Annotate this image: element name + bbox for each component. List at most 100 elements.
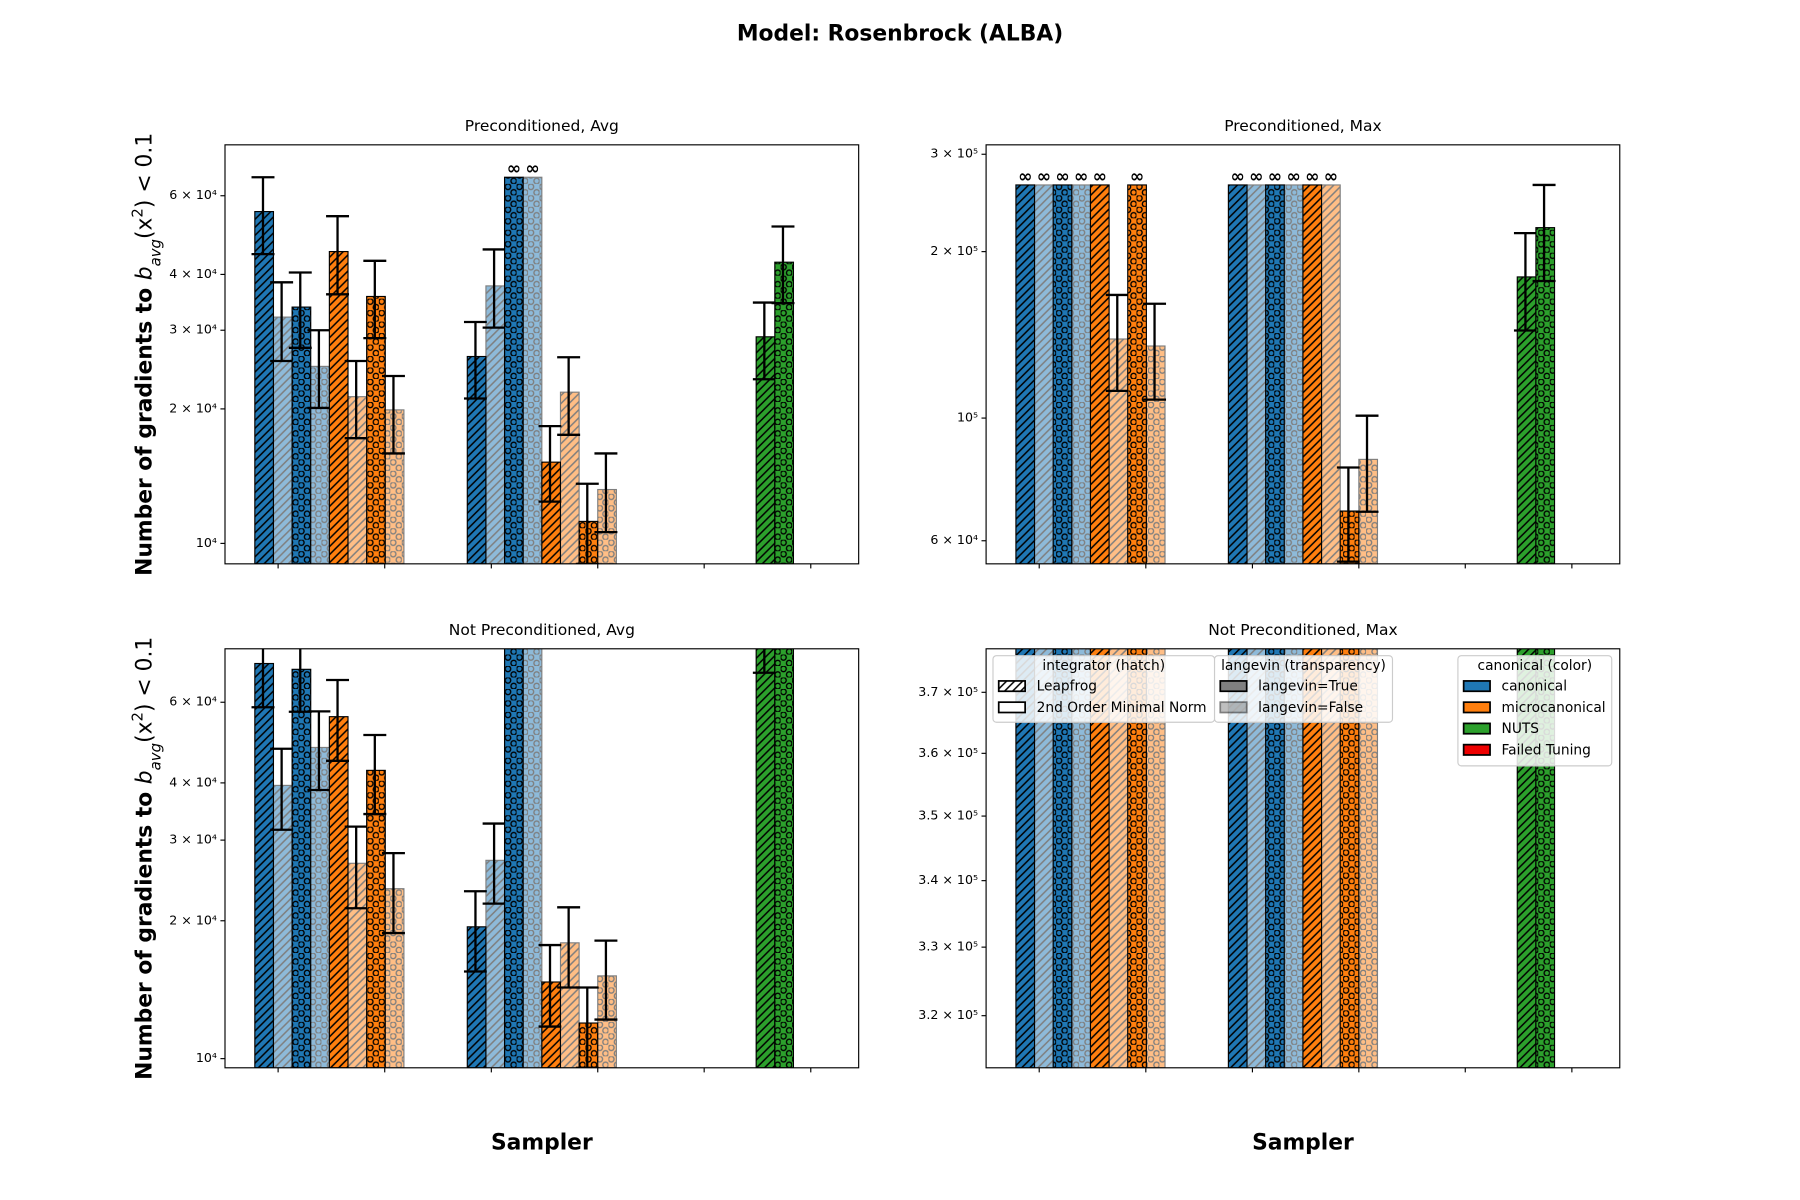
value-label: ∞	[507, 159, 521, 179]
bar-hatch	[292, 307, 311, 564]
bars	[1015, 183, 1556, 564]
bar-hatch	[1228, 648, 1248, 1068]
bar-group	[1320, 184, 1341, 564]
bar-hatch	[541, 462, 561, 564]
y-axis-label: Number of gradients to bavg(x2) < 0.1	[129, 637, 165, 1080]
legend: integrator (hatch) Leapfrog 2nd Order Mini…	[992, 655, 1216, 723]
legend-key	[1462, 722, 1491, 735]
y-axis-label: Number of gradients to bavg(x2) < 0.1	[129, 133, 165, 576]
y-axis-label-part: avg	[147, 743, 165, 770]
bar-group	[1015, 648, 1036, 1068]
legend-label: 2nd Order Minimal Norm	[1037, 700, 1207, 716]
legend-label: canonical	[1502, 679, 1568, 695]
legend-key	[997, 701, 1026, 714]
bar-hatch	[485, 285, 505, 564]
y-axis-label-part: 2	[129, 712, 147, 721]
y-tick-label: 3.5 × 10⁵	[918, 808, 978, 823]
bar-hatch	[1146, 648, 1166, 1068]
y-axis-label-part: (x	[133, 217, 158, 239]
bar-hatch	[348, 863, 367, 1068]
bar-group	[755, 336, 776, 564]
y-tick-label: 10⁴	[196, 1050, 217, 1065]
bar-group	[1516, 648, 1537, 1068]
bar-edge	[1145, 345, 1166, 564]
bar-group	[291, 668, 312, 1068]
bar-group	[774, 648, 795, 1068]
bar-group	[466, 926, 487, 1068]
bar-edge	[1145, 648, 1166, 1068]
legend-label: NUTS	[1502, 721, 1540, 737]
legend-swatch	[1462, 680, 1491, 693]
bar-hatch	[1127, 648, 1147, 1068]
bar-hatch	[329, 251, 349, 564]
bar-hatch	[1284, 648, 1303, 1068]
y-tick-label: 3 × 10⁵	[930, 146, 978, 161]
axes-frame	[224, 144, 860, 565]
bar-hatch	[1127, 184, 1147, 564]
bar-hatch	[1302, 648, 1322, 1068]
y-axis-label-part: 2	[129, 208, 147, 217]
bar-hatch	[1265, 648, 1285, 1068]
figure-title: Model: Rosenbrock (ALBA)	[737, 22, 1063, 47]
bar-hatch	[292, 669, 311, 1068]
bar-hatch	[597, 975, 617, 1068]
bar-group	[254, 210, 275, 564]
bar-hatch	[1358, 648, 1378, 1068]
legend-title: langevin (transparency)	[1221, 658, 1386, 674]
y-tick-label: 4 × 10⁴	[169, 266, 217, 281]
y-axis-label-part: ) < 0.1	[133, 637, 158, 712]
bar-group	[755, 648, 776, 1068]
bar-group	[503, 648, 524, 1068]
bar-group	[384, 409, 405, 564]
bar-hatch	[254, 663, 274, 1068]
y-tick-label: 2 × 10⁴	[169, 912, 217, 927]
bar-hatch	[774, 648, 794, 1068]
bar-hatch	[366, 296, 386, 564]
bar-hatch	[1535, 227, 1555, 564]
bar-hatch	[467, 926, 486, 1068]
bar-group	[1265, 648, 1285, 1068]
subplot: Preconditioned, Avg 10⁴ 2 × 10⁴ 3 × 10⁴ 4 × …	[129, 117, 860, 576]
bar-edge	[1358, 648, 1379, 1068]
bar-group	[522, 176, 543, 564]
legend-label: langevin=True	[1258, 679, 1358, 695]
bar-hatch	[1284, 184, 1303, 564]
bar-edge	[1320, 184, 1341, 564]
bar-group	[522, 648, 543, 1068]
y-tick-label: 3 × 10⁴	[169, 832, 217, 847]
y-tick-label: 6 × 10⁴	[169, 694, 217, 709]
bar-group	[1302, 184, 1323, 564]
bar-hatch	[1517, 276, 1536, 564]
bar-hatch	[1247, 184, 1266, 564]
legend-key	[1219, 701, 1248, 714]
bar-hatch	[1090, 184, 1110, 564]
bar-group	[1071, 648, 1092, 1068]
bar-group	[1052, 184, 1073, 564]
legend-key	[1462, 743, 1491, 756]
axes-frame	[224, 648, 860, 1069]
bar-group	[1246, 648, 1267, 1068]
bar-hatch	[560, 942, 580, 1068]
y-tick-label: 2 × 10⁴	[169, 400, 217, 415]
y-axis-label-part: Number of gradients to	[133, 280, 158, 576]
y-tick-label: 3.6 × 10⁵	[918, 745, 978, 760]
bar-hatch	[485, 860, 505, 1068]
bar-hatch	[774, 262, 794, 564]
bar-hatch	[1302, 184, 1322, 564]
value-label: ∞	[1249, 167, 1263, 187]
legend-box	[1457, 655, 1613, 767]
y-tick-label: 3 × 10⁴	[169, 322, 217, 337]
bar-hatch	[504, 177, 524, 564]
bar-group	[1089, 184, 1110, 564]
legend-swatch	[1219, 701, 1248, 714]
bar-hatch	[1053, 648, 1072, 1068]
bar-hatch	[756, 648, 775, 1068]
legend-label: Failed Tuning	[1502, 742, 1591, 758]
bar-hatch	[1090, 648, 1110, 1068]
legend: canonical (color) canonical microcanonical…	[1457, 655, 1613, 767]
bar-hatch	[366, 770, 386, 1068]
bar-hatch	[273, 317, 293, 564]
subplot: Not Preconditioned, Max 3.2 × 10⁵ 3.3 × 10…	[918, 621, 1621, 1156]
bar-hatch	[1109, 338, 1128, 564]
